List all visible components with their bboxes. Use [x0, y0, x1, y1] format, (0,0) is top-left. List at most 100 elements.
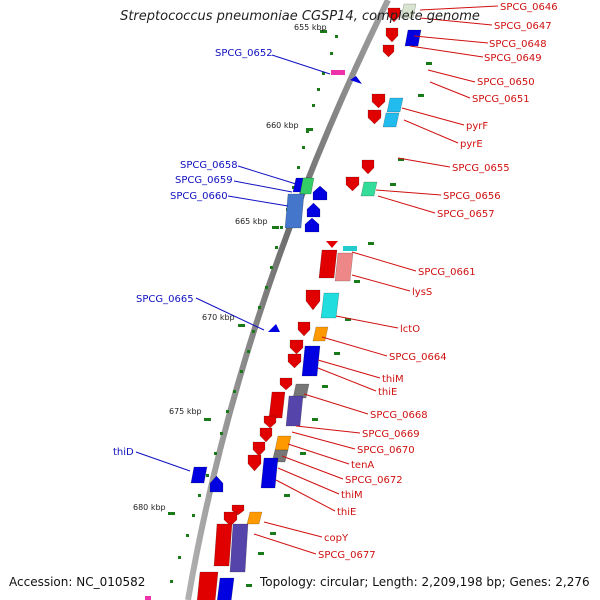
gene-arrow	[297, 321, 311, 337]
gene-arrow	[382, 44, 395, 58]
gene-arrow	[306, 202, 321, 218]
gene-label-spcg-0649[interactable]: SPCG_0649	[484, 53, 542, 64]
gene-label-spcg-0665[interactable]: SPCG_0665	[136, 294, 194, 305]
gene-arrow	[385, 27, 399, 43]
gene-label-spcg-0650[interactable]: SPCG_0650	[477, 77, 535, 88]
leader-line	[275, 479, 336, 512]
gene-label-thim-2[interactable]: thiM	[341, 490, 363, 501]
gene-block	[320, 292, 340, 319]
gene-label-spcg-0647[interactable]: SPCG_0647	[494, 21, 552, 32]
scale-tick-dot	[306, 130, 309, 133]
gene-label-spcg-0655[interactable]: SPCG_0655	[452, 163, 510, 174]
gene-label-spcg-0660[interactable]: SPCG_0660	[170, 191, 228, 202]
gene-label-copy[interactable]: copY	[324, 533, 349, 544]
gene-arrow	[350, 76, 362, 84]
scale-tick-dot	[258, 306, 261, 309]
leader-line	[409, 45, 484, 58]
gene-arrow	[268, 324, 280, 332]
gene-label-spcg-0664[interactable]: SPCG_0664	[389, 352, 447, 363]
gene-arrow	[387, 7, 401, 23]
gene-block	[382, 112, 400, 128]
leader-line	[351, 251, 417, 272]
gene-block	[213, 523, 233, 567]
gene-arrow	[345, 176, 360, 192]
scale-tick-dot	[206, 474, 209, 477]
gene-label-spcg-0656[interactable]: SPCG_0656	[443, 191, 501, 202]
leader-line	[271, 54, 331, 75]
gene-label-spcg-0652[interactable]: SPCG_0652	[215, 48, 273, 59]
leader-line	[227, 195, 289, 207]
gene-arrow	[252, 441, 266, 457]
scale-tick-major	[204, 418, 211, 421]
gene-label-spcg-0659[interactable]: SPCG_0659	[175, 175, 233, 186]
leader-line	[277, 467, 340, 495]
scale-label-670: 670 kbp	[202, 313, 235, 322]
gene-label-spcg-0672[interactable]: SPCG_0672	[345, 475, 403, 486]
leader-line	[303, 393, 369, 415]
scale-tick-dot	[302, 146, 305, 149]
gene-arrow	[305, 289, 321, 311]
gene-block	[229, 523, 249, 573]
outer-tick	[418, 94, 424, 97]
leader-line	[427, 69, 476, 83]
leader-line	[401, 107, 465, 126]
gene-label-lyss[interactable]: lysS	[412, 287, 432, 298]
gene-label-spcg-0646[interactable]: SPCG_0646	[500, 2, 558, 13]
scale-label-660: 660 kbp	[266, 121, 299, 130]
gene-label-spcg-0668[interactable]: SPCG_0668	[370, 410, 428, 421]
leader-line	[295, 425, 361, 434]
gene-label-thim-1[interactable]: thiM	[382, 374, 404, 385]
leader-line	[377, 195, 436, 214]
leader-line	[397, 157, 451, 168]
scale-tick-dot	[292, 186, 295, 189]
leader-line	[403, 119, 459, 144]
gene-block	[285, 395, 304, 427]
gene-label-spcg-0648[interactable]: SPCG_0648	[489, 39, 547, 50]
gene-arrow	[259, 427, 273, 443]
genome-backbone	[185, 0, 391, 600]
gene-label-thie-2[interactable]: thiE	[337, 507, 356, 518]
gene-label-spcg-0657[interactable]: SPCG_0657	[437, 209, 495, 220]
outer-tick	[426, 62, 432, 65]
leader-line	[253, 533, 317, 555]
gene-block	[386, 97, 404, 113]
label-leader-lines	[135, 5, 499, 555]
leader-line	[281, 455, 344, 480]
gene-block	[246, 511, 263, 525]
gene-label-pyre[interactable]: pyrE	[460, 139, 483, 150]
outer-tick	[284, 494, 290, 497]
scale-tick-dot	[178, 556, 181, 559]
gene-block	[145, 596, 151, 600]
gene-label-thie-1[interactable]: thiE	[378, 387, 397, 398]
gene-block	[216, 577, 235, 600]
scale-tick-dot	[192, 514, 195, 517]
gene-block	[284, 193, 305, 229]
gene-label-pyrf[interactable]: pyrF	[466, 121, 488, 132]
scale-label-680: 680 kbp	[133, 503, 166, 512]
gene-label-lcto[interactable]: lctO	[400, 324, 420, 335]
outer-tick	[258, 552, 264, 555]
scale-tick-major	[306, 128, 313, 131]
gene-label-spcg-0669[interactable]: SPCG_0669	[362, 429, 420, 440]
gene-block	[299, 177, 315, 195]
map-title: Streptococcus pneumoniae CGSP14, complet…	[120, 9, 480, 24]
gene-arrow	[361, 159, 375, 175]
scale-tick-dot	[170, 580, 173, 583]
gene-label-tena[interactable]: tenA	[351, 460, 374, 471]
scale-tick-dot	[280, 226, 283, 229]
gene-label-thid[interactable]: thiD	[113, 447, 134, 458]
leader-line	[195, 297, 265, 331]
gene-label-spcg-0661[interactable]: SPCG_0661	[418, 267, 476, 278]
scale-tick-dot	[330, 52, 333, 55]
gene-arrow	[287, 353, 302, 369]
gene-block	[301, 345, 321, 377]
leader-line	[233, 180, 293, 193]
outer-tick	[270, 532, 276, 535]
leader-line	[375, 189, 442, 196]
gene-label-spcg-0670[interactable]: SPCG_0670	[357, 445, 415, 456]
gene-label-spcg-0658[interactable]: SPCG_0658	[180, 160, 238, 171]
gene-label-spcg-0677[interactable]: SPCG_0677	[318, 550, 376, 561]
gene-label-spcg-0651[interactable]: SPCG_0651	[472, 94, 530, 105]
gene-block	[268, 391, 286, 419]
